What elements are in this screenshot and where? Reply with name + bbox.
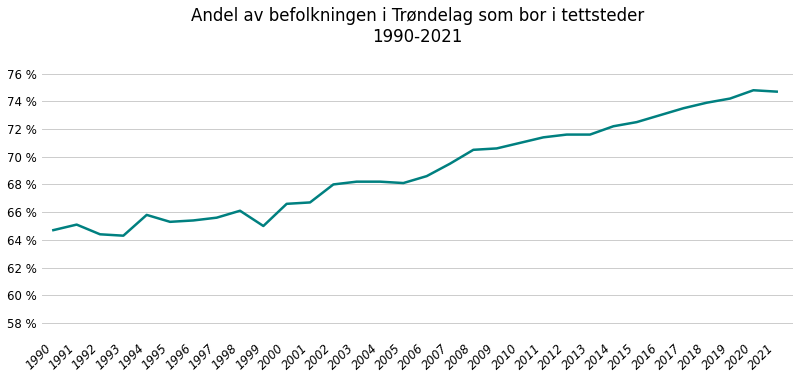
Title: Andel av befolkningen i Trøndelag som bor i tettsteder
1990-2021: Andel av befolkningen i Trøndelag som bo…: [190, 7, 644, 46]
